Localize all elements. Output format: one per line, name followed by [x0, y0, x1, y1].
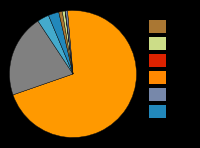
Wedge shape — [65, 11, 73, 74]
Wedge shape — [65, 11, 73, 74]
Wedge shape — [59, 11, 73, 74]
Wedge shape — [38, 15, 73, 74]
Wedge shape — [62, 11, 73, 74]
Wedge shape — [65, 11, 73, 74]
Wedge shape — [10, 21, 73, 95]
Wedge shape — [13, 11, 136, 137]
Wedge shape — [49, 12, 73, 74]
